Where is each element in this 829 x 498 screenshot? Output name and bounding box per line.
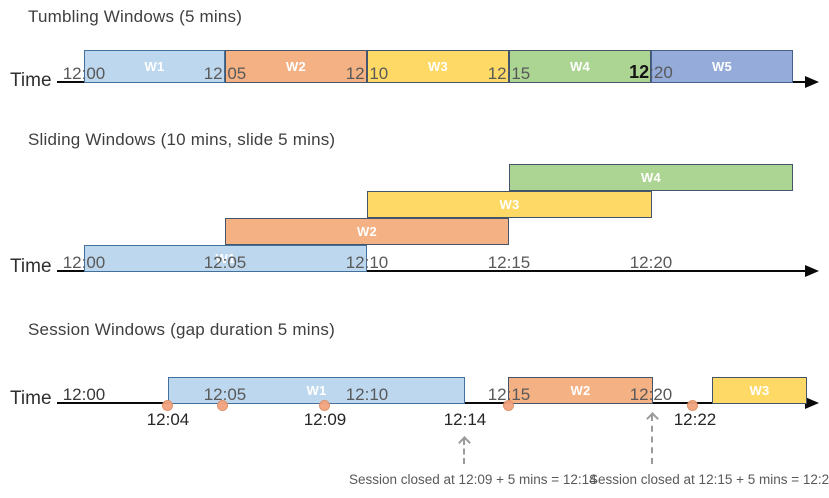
sliding-tick-1205: 12:05 (203, 253, 247, 272)
tumbling-section-title: Tumbling Windows (5 mins) (28, 7, 243, 26)
tumbling-window-w2: W2 (225, 50, 367, 83)
tumbling-tick-1210: 12:10 (345, 64, 389, 83)
sliding-timeline (57, 270, 807, 272)
session-section-title: Session Windows (gap duration 5 mins) (28, 320, 335, 339)
tumbling-tick-1220-minutes: :20 (649, 63, 673, 82)
session-window-w2: W2 (508, 377, 653, 404)
event-label-1214: 12:14 (443, 410, 487, 429)
tumbling-window-w4: W4 (509, 50, 651, 83)
sliding-window-w2: W2 (225, 218, 509, 245)
tumbling-tick-1220-hours: 12 (629, 62, 650, 82)
session-tick-1220: 12:20 (629, 385, 673, 404)
session-tick-1200: 12:00 (62, 385, 106, 404)
sliding-window-w3: W3 (367, 191, 652, 218)
tumbling-tick-1220: 12:20 (621, 62, 681, 83)
event-label-1222: 12:22 (673, 410, 717, 429)
session-time-axis-label: Time (10, 388, 52, 409)
tumbling-tick-1205: 12:05 (203, 64, 247, 83)
event-label-1204: 12:04 (146, 410, 190, 429)
session-close-note-1220: Session closed at 12:15 + 5 mins = 12:20 (589, 472, 829, 487)
sliding-window-w1: W1 (84, 245, 367, 272)
session-window-w3: W3 (712, 377, 807, 404)
session-tick-1210: 12:10 (345, 385, 389, 404)
session-window-w1: W1 (168, 377, 465, 404)
tumbling-timeline-arrow-icon (805, 76, 819, 88)
session-close-note-1214: Session closed at 12:09 + 5 mins = 12:14 (349, 472, 597, 487)
tumbling-tick-1215: 12:15 (487, 64, 531, 83)
tumbling-window-w3: W3 (367, 50, 509, 83)
event-dot-1222 (687, 400, 698, 411)
sliding-section-title: Sliding Windows (10 mins, slide 5 mins) (28, 130, 336, 149)
sliding-tick-1210: 12:10 (345, 253, 389, 272)
sliding-timeline-arrow-icon (805, 265, 819, 277)
sliding-tick-1220: 12:20 (629, 253, 673, 272)
tumbling-window-w5: W5 (651, 50, 793, 83)
sliding-time-axis-label: Time (10, 256, 52, 277)
session-timeline-arrow-icon (805, 397, 819, 409)
sliding-tick-1215: 12:15 (487, 253, 531, 272)
session-close-arrow-1220-icon (651, 415, 653, 464)
event-dot-1215 (503, 400, 514, 411)
session-close-arrow-1214-icon (463, 439, 465, 464)
tumbling-time-axis-label: Time (10, 70, 52, 91)
tumbling-window-w1: W1 (84, 50, 225, 83)
event-dot-1204 (162, 400, 173, 411)
event-label-1209: 12:09 (303, 410, 347, 429)
session-tick-1205: 12:05 (203, 385, 247, 404)
event-dot-1209 (319, 400, 330, 411)
session-tick-1215: 12:15 (487, 385, 531, 404)
tumbling-tick-1200: 12:00 (62, 64, 106, 83)
event-dot-1205 (217, 400, 228, 411)
sliding-tick-1200: 12:00 (62, 253, 106, 272)
sliding-window-w4: W4 (509, 164, 793, 191)
